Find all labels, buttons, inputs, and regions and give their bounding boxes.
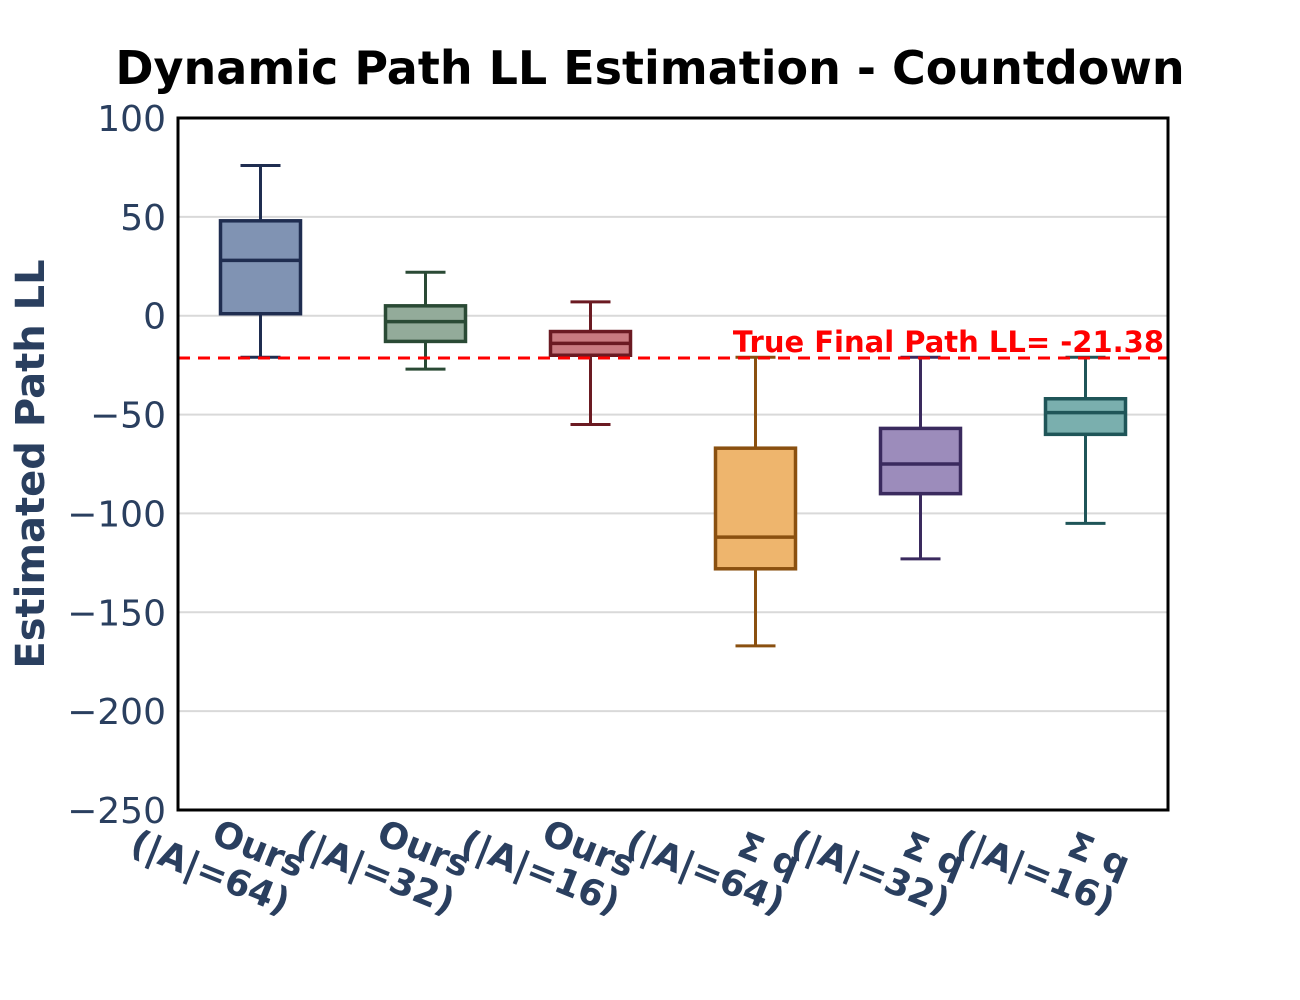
x-tick-label: Σ q(|A|=32) <box>785 786 970 923</box>
chart-title: Dynamic Path LL Estimation - Countdown <box>115 41 1184 95</box>
box-group <box>218 163 303 359</box>
x-tick-label: Σ q(|A|=16) <box>950 786 1135 923</box>
box-group <box>1043 355 1128 525</box>
box-iqr <box>218 219 303 316</box>
x-tick-label: Ours(|A|=16) <box>455 786 640 923</box>
reference-line-label: True Final Path LL= -21.38 <box>733 325 1164 359</box>
y-tick-label: −100 <box>67 494 166 535</box>
box-iqr <box>878 426 963 496</box>
y-tick-label: −200 <box>67 692 166 733</box>
box-iqr <box>383 304 468 344</box>
plot-frame <box>176 116 1170 812</box>
box-group <box>878 355 963 561</box>
y-tick-label: −150 <box>67 593 166 634</box>
y-tick-label: 50 <box>120 198 166 239</box>
box-group <box>713 355 798 648</box>
box-iqr <box>713 446 798 571</box>
y-axis-ticks: 100 50 0 −50 −100 −150 −200 −250 <box>67 99 166 832</box>
x-tick-label: Σ q(|A|=64) <box>620 786 805 923</box>
grid-layer <box>178 215 1168 713</box>
y-tick-label: 100 <box>97 99 166 140</box>
y-tick-label: −50 <box>90 396 166 437</box>
y-tick-label: 0 <box>143 297 166 338</box>
y-tick-label: −250 <box>67 791 166 832</box>
y-axis-label: Estimated Path LL <box>8 259 54 668</box>
box-layer <box>218 163 1128 648</box>
x-axis-ticks: Ours(|A|=64) Ours(|A|=32) Ours(|A|=16) Σ q(… <box>125 786 1135 923</box>
box-iqr <box>1043 397 1128 437</box>
reference-layer: True Final Path LL= -21.38 <box>178 325 1168 360</box>
box-group <box>383 270 468 371</box>
x-tick-label: Ours(|A|=32) <box>290 786 475 923</box>
box-group <box>548 300 633 426</box>
